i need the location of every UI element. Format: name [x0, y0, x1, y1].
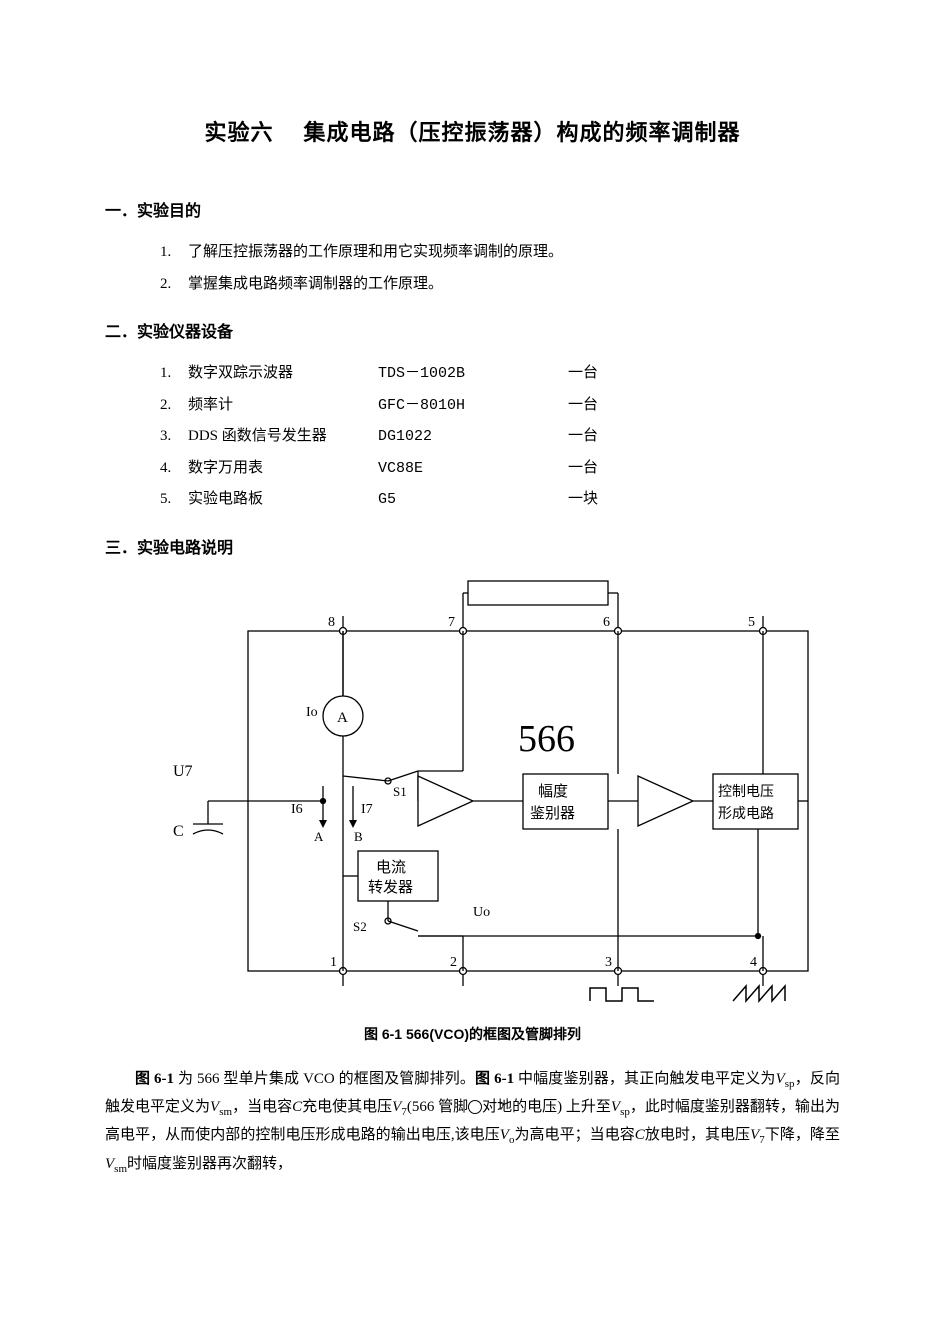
equip-name: DDS 函数信号发生器: [188, 421, 378, 453]
pin2-label: 2: [450, 955, 457, 970]
txt: 下降，降至: [765, 1127, 840, 1143]
txt: 中幅度鉴别器，其正向触发电平定义为: [514, 1071, 776, 1087]
page-title: 实验六 集成电路（压控振荡器）构成的频率调制器: [105, 115, 840, 147]
label-Io: Io: [306, 705, 318, 720]
pin5-label: 5: [748, 615, 755, 630]
equip-index: 5.: [160, 484, 188, 516]
section-3-head: 三．实验电路说明: [105, 534, 840, 558]
label-Bmark: B: [354, 829, 363, 844]
label-Amark: A: [314, 829, 324, 844]
ref-fig2: 图 6-1: [475, 1071, 514, 1087]
txt: (566 管脚: [407, 1099, 468, 1115]
equip-qty: 一台: [568, 421, 628, 453]
equip-row: 5. 实验电路板 G5 一块: [160, 484, 840, 516]
label-R: R: [532, 576, 546, 580]
equip-row: 1. 数字双踪示波器 TDS－1002B 一台: [160, 358, 840, 390]
equip-row: 4. 数字万用表 VC88E 一台: [160, 453, 840, 485]
box-amp-l2: 鉴别器: [530, 805, 575, 822]
equip-model: DG1022: [378, 421, 568, 453]
ref-fig: 图 6-1: [135, 1071, 174, 1087]
list-item: 1. 了解压控振荡器的工作原理和用它实现频率调制的原理。: [160, 237, 840, 269]
equip-row: 2. 频率计 GFC－8010H 一台: [160, 390, 840, 422]
label-S1: S1: [393, 784, 407, 799]
equip-model: TDS－1002B: [378, 358, 568, 390]
box-curr-l2: 转发器: [368, 879, 413, 896]
list-text: 掌握集成电路频率调制器的工作原理。: [188, 269, 443, 301]
list-item: 2. 掌握集成电路频率调制器的工作原理。: [160, 269, 840, 301]
circled-7: 7: [468, 1100, 482, 1114]
txt: 对地的电压) 上升至: [482, 1099, 611, 1115]
sub: sm: [114, 1163, 127, 1175]
label-I6: I6: [291, 802, 303, 817]
equip-name: 数字双踪示波器: [188, 358, 378, 390]
txt: 时幅度鉴别器再次翻转，: [127, 1156, 292, 1172]
equip-qty: 一台: [568, 390, 628, 422]
section-1-head: 一．实验目的: [105, 197, 840, 221]
equip-name: 频率计: [188, 390, 378, 422]
equip-index: 3.: [160, 421, 188, 453]
sub: sp: [620, 1106, 630, 1118]
var-C2: C: [635, 1127, 645, 1143]
var-Vsp: V: [776, 1071, 785, 1087]
sub: sm: [219, 1106, 232, 1118]
objective-list: 1. 了解压控振荡器的工作原理和用它实现频率调制的原理。 2. 掌握集成电路频率…: [160, 237, 840, 300]
var-C: C: [292, 1099, 302, 1115]
label-A-meter: A: [337, 710, 348, 726]
var-Vsm: V: [210, 1099, 219, 1115]
box-ctrl-l1: 控制电压: [718, 784, 774, 800]
equip-qty: 一台: [568, 453, 628, 485]
box-amp-l1: 幅度: [538, 783, 568, 800]
list-index: 2.: [160, 269, 188, 301]
section-2-head: 二．实验仪器设备: [105, 318, 840, 342]
pin7-label: 7: [448, 615, 455, 630]
txt: 充电使其电压: [302, 1099, 392, 1115]
var-V7b: V: [750, 1127, 759, 1143]
pin4-label: 4: [750, 955, 757, 970]
equip-model: GFC－8010H: [378, 390, 568, 422]
txt: 放电时，其电压: [645, 1127, 750, 1143]
var-Vo: V: [500, 1127, 509, 1143]
list-index: 1.: [160, 237, 188, 269]
pin6-label: 6: [603, 615, 610, 630]
txt: 为高电平；当电容: [514, 1127, 634, 1143]
equip-model: VC88E: [378, 453, 568, 485]
chip-566-label: 566: [518, 718, 575, 760]
var-V7: V: [392, 1099, 401, 1115]
equip-qty: 一台: [568, 358, 628, 390]
var-Vsm2: V: [105, 1156, 114, 1172]
label-U7: U7: [173, 763, 193, 780]
equipment-list: 1. 数字双踪示波器 TDS－1002B 一台 2. 频率计 GFC－8010H…: [160, 358, 840, 516]
txt: 为 566 型单片集成 VCO 的框图及管脚排列。: [174, 1071, 475, 1087]
equip-index: 1.: [160, 358, 188, 390]
equip-index: 4.: [160, 453, 188, 485]
vco-diagram-svg: 8 7 6 5 R 1 2 3 4 U7: [118, 576, 828, 1006]
label-I7: I7: [361, 802, 373, 817]
equip-name: 实验电路板: [188, 484, 378, 516]
txt: ，当电容: [232, 1099, 292, 1115]
pin3-label: 3: [605, 955, 612, 970]
block-diagram: 8 7 6 5 R 1 2 3 4 U7: [105, 576, 840, 1006]
equip-row: 3. DDS 函数信号发生器 DG1022 一台: [160, 421, 840, 453]
pin1-label: 1: [330, 955, 337, 970]
pin8-label: 8: [328, 615, 335, 630]
equip-index: 2.: [160, 390, 188, 422]
equip-qty: 一块: [568, 484, 628, 516]
equip-model: G5: [378, 484, 568, 516]
box-curr-l1: 电流: [376, 859, 406, 876]
label-Uo: Uo: [473, 905, 490, 920]
list-text: 了解压控振荡器的工作原理和用它实现频率调制的原理。: [188, 237, 563, 269]
label-S2: S2: [353, 919, 367, 934]
var-Vsp2: V: [611, 1099, 620, 1115]
label-C: C: [173, 823, 184, 840]
figure-caption: 图 6-1 566(VCO)的框图及管脚排列: [105, 1024, 840, 1044]
equip-name: 数字万用表: [188, 453, 378, 485]
body-paragraph: 图 6-1 为 566 型单片集成 VCO 的框图及管脚排列。图 6-1 中幅度…: [105, 1066, 840, 1179]
sub: sp: [785, 1078, 795, 1090]
box-ctrl-l2: 形成电路: [718, 806, 774, 822]
